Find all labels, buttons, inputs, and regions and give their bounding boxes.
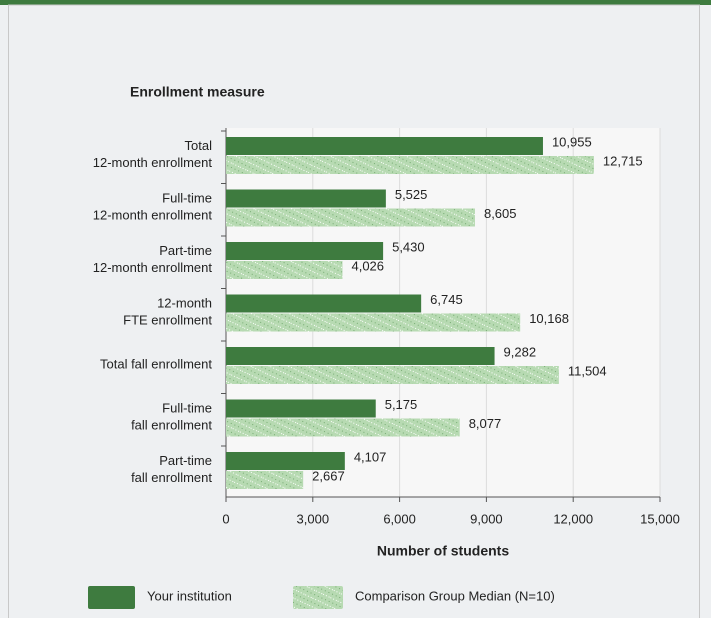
value-label: 5,430 (392, 239, 425, 254)
bar (226, 261, 343, 279)
value-label: 5,525 (395, 187, 428, 202)
x-tick-label: 12,000 (553, 511, 593, 526)
y-axis-title: Enrollment measure (130, 84, 265, 100)
bar (226, 399, 376, 418)
bar (226, 471, 304, 489)
legend-swatch (88, 586, 135, 609)
value-label: 9,282 (504, 344, 537, 359)
x-tick-label: 0 (222, 511, 229, 526)
value-label: 12,715 (603, 153, 643, 168)
y-tick-label: 12-month enrollment (93, 207, 213, 222)
value-label: 11,504 (568, 363, 607, 378)
x-tick-label: 9,000 (470, 511, 503, 526)
y-tick-label: Total (185, 138, 213, 153)
legend-swatch (293, 586, 343, 609)
y-tick-label: fall enrollment (131, 470, 212, 485)
bar (226, 137, 543, 155)
y-tick-label: Total fall enrollment (100, 356, 212, 371)
value-label: 10,955 (552, 134, 592, 149)
y-tick-label: 12-month enrollment (93, 260, 213, 275)
bar (226, 294, 422, 313)
bar (226, 366, 559, 384)
value-label: 2,667 (312, 468, 345, 483)
bar (226, 452, 345, 470)
y-tick-label: Part-time (159, 453, 212, 468)
bar (226, 347, 495, 365)
y-tick-label: 12-month (157, 295, 212, 310)
y-tick-label: 12-month enrollment (93, 155, 213, 170)
bar (226, 313, 521, 332)
y-tick-label: FTE enrollment (123, 312, 212, 327)
value-label: 4,026 (351, 258, 384, 273)
y-tick-label: fall enrollment (131, 417, 212, 432)
legend-label: Comparison Group Median (N=10) (355, 588, 555, 603)
top-bar (0, 0, 711, 5)
x-tick-label: 3,000 (297, 511, 330, 526)
value-label: 5,175 (385, 397, 418, 412)
value-label: 10,168 (529, 311, 569, 326)
value-label: 4,107 (354, 449, 387, 464)
x-axis-title: Number of students (377, 543, 509, 559)
x-tick-label: 6,000 (383, 511, 416, 526)
y-tick-label: Full-time (162, 400, 212, 415)
legend-label: Your institution (147, 588, 232, 603)
bar (226, 156, 594, 174)
x-tick-label: 15,000 (640, 511, 680, 526)
bar (226, 208, 475, 227)
value-label: 8,077 (469, 416, 502, 431)
value-label: 6,745 (430, 292, 463, 307)
bar (226, 418, 460, 437)
bar (226, 242, 384, 260)
bar (226, 189, 386, 208)
value-label: 8,605 (484, 206, 517, 221)
y-tick-label: Full-time (162, 190, 212, 205)
y-tick-label: Part-time (159, 243, 212, 258)
